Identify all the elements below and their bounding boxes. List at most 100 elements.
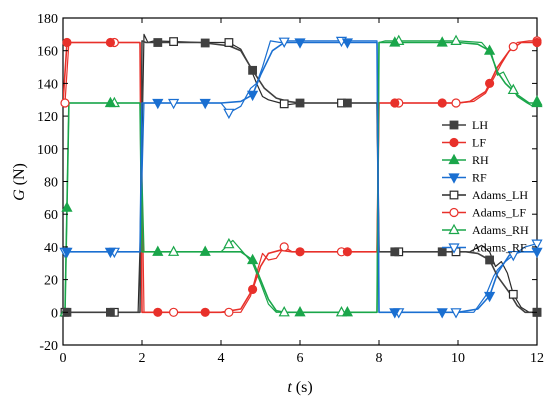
- point-rf: [483, 291, 496, 303]
- x-tick-label: 8: [376, 351, 383, 366]
- plot-area: [62, 17, 538, 346]
- point-adams-lf: [508, 42, 518, 52]
- point-lf: [153, 307, 163, 317]
- legend-label: Adams_LF: [472, 206, 526, 220]
- legend-marker: [448, 243, 460, 254]
- legend-item-lh: LH: [442, 118, 488, 132]
- point-rf: [294, 38, 306, 49]
- point-rf: [246, 90, 259, 102]
- point-adams-lf: [169, 307, 179, 317]
- x-tick-label: 4: [218, 351, 225, 366]
- point-rh: [341, 306, 354, 317]
- point-adams-lh: [169, 37, 179, 46]
- point-lf: [342, 247, 352, 257]
- point-lh: [153, 38, 163, 47]
- point-rh: [294, 306, 306, 317]
- point-rh: [152, 245, 164, 256]
- legend: LH LF RH RF Adams_LH Adams_LF Adams_RH Adams_RF: [442, 118, 529, 255]
- x-axis: 0 2 4 6 8 10 12: [60, 18, 544, 366]
- legend-item-adams-rh: Adams_RH: [442, 223, 529, 237]
- point-lh: [485, 255, 494, 265]
- legend-marker: [449, 190, 459, 200]
- legend-item-rh: RH: [442, 153, 489, 167]
- y-tick-label: -20: [39, 339, 58, 354]
- x-axis-label: t (s): [287, 379, 312, 396]
- point-lf: [390, 98, 400, 108]
- legend-label: RH: [472, 153, 489, 167]
- legend-label: LF: [472, 136, 486, 150]
- point-lh: [200, 38, 210, 48]
- legend-marker: [449, 137, 459, 148]
- y-tick-label: 40: [44, 241, 58, 256]
- point-rh: [389, 36, 401, 47]
- legend-label: Adams_RH: [472, 223, 529, 237]
- point-rh: [246, 253, 259, 265]
- point-adams-rh: [167, 245, 180, 256]
- x-tick-label: 0: [60, 351, 67, 366]
- point-adams-lh: [508, 289, 518, 299]
- legend-item-adams-lh: Adams_LH: [442, 188, 528, 202]
- point-rf: [152, 98, 164, 110]
- x-tick-label: 6: [297, 351, 304, 366]
- point-rh: [531, 96, 543, 108]
- point-adams-rf: [531, 239, 543, 250]
- point-adams-lf: [279, 242, 289, 252]
- point-lh: [390, 247, 400, 257]
- legend-marker: [449, 120, 459, 130]
- point-adams-rh: [223, 237, 235, 249]
- legend-item-lf: LF: [442, 136, 486, 150]
- y-tick-label: 80: [44, 176, 58, 191]
- legend-label: Adams_LH: [472, 188, 528, 202]
- legend-label: LH: [472, 118, 488, 132]
- point-lh: [248, 65, 258, 75]
- point-rf: [341, 38, 354, 49]
- legend-marker: [448, 173, 460, 184]
- point-rf: [436, 308, 448, 319]
- y-axis-label: G (N): [11, 163, 28, 201]
- point-rh: [199, 245, 211, 256]
- legend-marker: [448, 153, 460, 165]
- point-adams-rh: [278, 306, 290, 317]
- y-tick-label: 20: [44, 274, 58, 289]
- y-tick-label: 0: [51, 306, 58, 321]
- point-adams-rf: [167, 98, 180, 110]
- x-tick-label: 10: [451, 351, 465, 366]
- legend-item-rf: RF: [442, 171, 487, 185]
- point-lf: [437, 98, 447, 108]
- point-lf: [105, 37, 116, 48]
- point-lf: [532, 37, 542, 48]
- y-tick-label: 60: [44, 208, 58, 223]
- point-adams-rh: [507, 83, 519, 95]
- point-lh: [437, 247, 447, 257]
- point-adams-rh: [450, 34, 462, 45]
- point-adams-lf: [451, 98, 461, 108]
- point-rf: [199, 98, 211, 110]
- legend-label: Adams_RF: [472, 241, 527, 255]
- y-axis: -20 0 20 40 60 80 100 120 140 160 180: [37, 12, 537, 354]
- legend-item-adams-rf: Adams_RF: [442, 241, 527, 255]
- point-lf: [200, 307, 210, 317]
- point-adams-rf: [223, 108, 235, 120]
- point-rf: [531, 247, 543, 259]
- point-adams-lf: [224, 307, 234, 317]
- point-rf: [61, 247, 73, 259]
- y-tick-label: 120: [37, 110, 58, 125]
- point-adams-lf: [60, 98, 70, 108]
- point-lf: [248, 284, 258, 295]
- y-tick-label: 140: [37, 77, 58, 92]
- point-rh: [483, 44, 496, 55]
- point-lf: [295, 247, 305, 257]
- point-adams-lh: [224, 38, 234, 47]
- y-tick-label: 160: [37, 45, 58, 60]
- legend-marker: [448, 223, 460, 235]
- point-lh: [295, 98, 305, 108]
- point-rf: [104, 247, 117, 259]
- point-rh: [436, 36, 448, 47]
- point-adams-lh: [279, 99, 289, 109]
- x-tick-label: 2: [139, 351, 146, 366]
- legend-marker: [449, 207, 459, 218]
- y-tick-label: 180: [37, 12, 58, 27]
- point-adams-rf: [278, 37, 290, 48]
- point-rf: [389, 308, 401, 319]
